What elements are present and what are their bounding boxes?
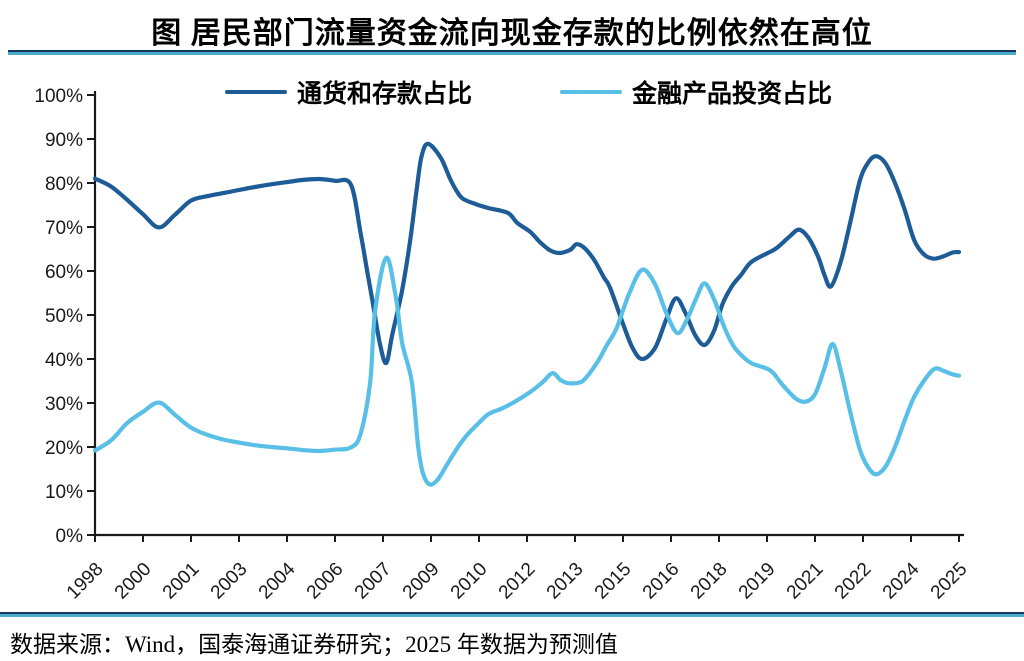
y-tick-label: 100% xyxy=(34,86,83,107)
legend-line-swatch-light-blue xyxy=(560,89,622,95)
x-tick-label: 2016 xyxy=(639,559,684,604)
x-tick-label: 2006 xyxy=(303,559,348,604)
x-tick-label: 2025 xyxy=(927,559,972,604)
x-tick-label: 2022 xyxy=(831,559,876,604)
y-tick-label: 80% xyxy=(45,174,83,195)
x-tick-label: 2007 xyxy=(351,559,396,604)
x-tick-label: 2000 xyxy=(111,559,156,604)
x-tick-label: 2024 xyxy=(879,558,924,603)
x-tick-label: 2003 xyxy=(207,559,252,604)
legend-item-currency-deposits: 通货和存款占比 xyxy=(224,74,472,110)
x-tick-label: 1998 xyxy=(63,559,108,604)
footer-separator xyxy=(0,612,1024,617)
y-tick-label: 60% xyxy=(45,262,83,283)
legend: 通货和存款占比 金融产品投资占比 xyxy=(95,74,962,110)
y-tick-label: 10% xyxy=(45,482,83,503)
x-tick-label: 2010 xyxy=(447,559,492,604)
legend-label-currency-deposits: 通货和存款占比 xyxy=(296,81,472,108)
title-separator-navy-line xyxy=(8,50,1016,52)
x-tick-label: 2013 xyxy=(543,559,588,604)
footer-separator-teal-line xyxy=(0,613,1024,617)
series-line-currency-and-deposits-share xyxy=(92,141,962,366)
series-line-financial-product-investment-share xyxy=(92,255,962,487)
footer-separator-navy-line xyxy=(0,612,1024,614)
y-tick-label: 0% xyxy=(56,526,84,547)
legend-label-financial-products: 金融产品投资占比 xyxy=(632,81,833,108)
title-separator-teal-line xyxy=(8,51,1016,55)
title-separator xyxy=(8,50,1016,55)
x-tick-label: 2009 xyxy=(399,559,444,604)
x-tick-label: 2018 xyxy=(687,559,732,604)
source-note: 数据来源：Wind，国泰海通证券研究；2025 年数据为预测值 xyxy=(10,632,618,657)
x-tick-label: 2012 xyxy=(495,559,540,604)
y-tick-label: 40% xyxy=(45,350,83,371)
chart-title: 图 居民部门流量资金流向现金存款的比例依然在高位 xyxy=(151,17,873,50)
y-tick-label: 50% xyxy=(45,306,83,327)
x-tick-label: 2021 xyxy=(783,559,828,604)
y-tick-label: 70% xyxy=(45,218,83,239)
y-tick-label: 30% xyxy=(45,394,83,415)
x-tick-label: 2015 xyxy=(591,559,636,604)
x-tick-label: 2019 xyxy=(735,559,780,604)
x-tick-label: 2001 xyxy=(159,559,204,604)
legend-item-financial-products: 金融产品投资占比 xyxy=(560,74,832,110)
y-tick-label: 90% xyxy=(45,130,83,151)
legend-line-swatch-dark-blue xyxy=(224,89,287,95)
x-tick-label: 2004 xyxy=(255,558,300,603)
y-tick-label: 20% xyxy=(45,438,83,459)
